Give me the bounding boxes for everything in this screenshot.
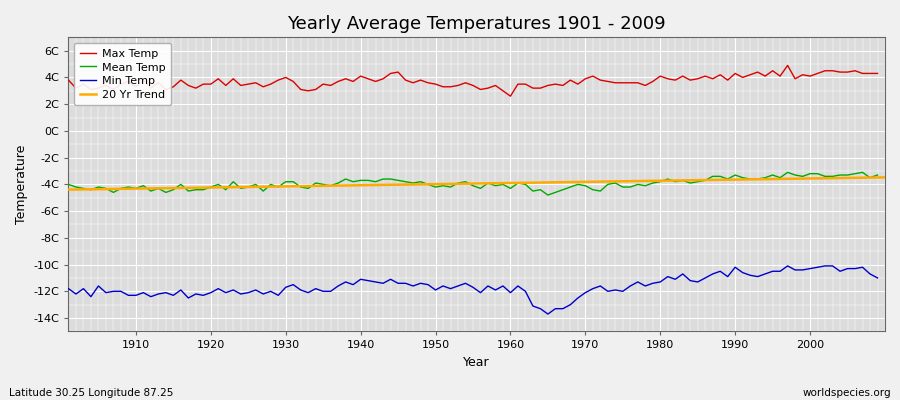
Mean Temp [505, 186, 516, 191]
Max Temp [123, 79, 134, 84]
Max Temp [602, 79, 613, 84]
Max Temp [782, 63, 793, 68]
Mean Temp [498, 182, 508, 187]
Min Temp [505, 290, 516, 295]
Min Temp [602, 289, 613, 294]
Max Temp [333, 79, 344, 84]
20 Yr Trend [879, 175, 890, 180]
20 Yr Trend [549, 180, 560, 185]
20 Yr Trend [546, 180, 557, 185]
Max Temp [505, 94, 516, 98]
Min Temp [288, 282, 299, 287]
Mean Temp [782, 170, 793, 175]
Mean Temp [333, 181, 344, 186]
Min Temp [872, 276, 883, 280]
20 Yr Trend [562, 180, 573, 184]
Min Temp [63, 286, 74, 291]
Line: Min Temp: Min Temp [68, 266, 878, 314]
20 Yr Trend [803, 176, 814, 181]
Mean Temp [123, 185, 134, 190]
Min Temp [782, 264, 793, 268]
Max Temp [512, 82, 523, 86]
Legend: Max Temp, Mean Temp, Min Temp, 20 Yr Trend: Max Temp, Mean Temp, Min Temp, 20 Yr Tre… [74, 43, 171, 106]
Line: Max Temp: Max Temp [68, 66, 878, 96]
Text: Latitude 30.25 Longitude 87.25: Latitude 30.25 Longitude 87.25 [9, 388, 174, 398]
Min Temp [123, 293, 134, 298]
20 Yr Trend [66, 187, 77, 192]
Mean Temp [872, 173, 883, 178]
Y-axis label: Temperature: Temperature [15, 145, 28, 224]
Min Temp [498, 284, 508, 288]
X-axis label: Year: Year [464, 356, 490, 369]
Min Temp [543, 312, 553, 316]
Text: worldspecies.org: worldspecies.org [803, 388, 891, 398]
Max Temp [63, 78, 74, 82]
Mean Temp [602, 182, 613, 187]
Mean Temp [63, 182, 74, 187]
Mean Temp [543, 193, 553, 198]
Max Temp [498, 88, 508, 93]
Line: Mean Temp: Mean Temp [68, 172, 878, 195]
Mean Temp [288, 179, 299, 184]
Min Temp [333, 284, 344, 288]
Max Temp [872, 71, 883, 76]
Max Temp [288, 79, 299, 84]
20 Yr Trend [63, 187, 74, 192]
Title: Yearly Average Temperatures 1901 - 2009: Yearly Average Temperatures 1901 - 2009 [287, 15, 666, 33]
Line: 20 Yr Trend: 20 Yr Trend [68, 177, 885, 190]
20 Yr Trend [752, 177, 762, 182]
